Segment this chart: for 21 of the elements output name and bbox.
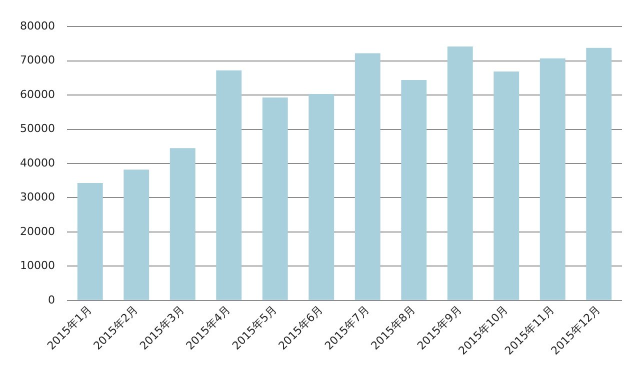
y-tick-label: 20000 bbox=[20, 224, 55, 238]
bar bbox=[354, 53, 380, 300]
bar bbox=[494, 71, 520, 300]
bar bbox=[401, 80, 427, 300]
bar bbox=[124, 170, 150, 300]
y-tick-label: 40000 bbox=[20, 156, 55, 170]
bar bbox=[170, 148, 196, 300]
y-tick-label: 60000 bbox=[20, 88, 55, 101]
y-tick-label: 10000 bbox=[20, 259, 55, 272]
y-tick-label: 70000 bbox=[20, 54, 55, 67]
bar bbox=[447, 46, 473, 300]
bar bbox=[540, 58, 566, 300]
y-tick-label: 0 bbox=[48, 293, 55, 306]
bar bbox=[586, 48, 612, 300]
bar bbox=[262, 97, 288, 300]
bar bbox=[216, 70, 242, 300]
y-tick-label: 30000 bbox=[20, 190, 55, 204]
y-tick-label: 50000 bbox=[20, 122, 55, 136]
y-tick-label: 80000 bbox=[20, 19, 55, 32]
bar bbox=[77, 183, 103, 300]
bar bbox=[308, 94, 334, 300]
